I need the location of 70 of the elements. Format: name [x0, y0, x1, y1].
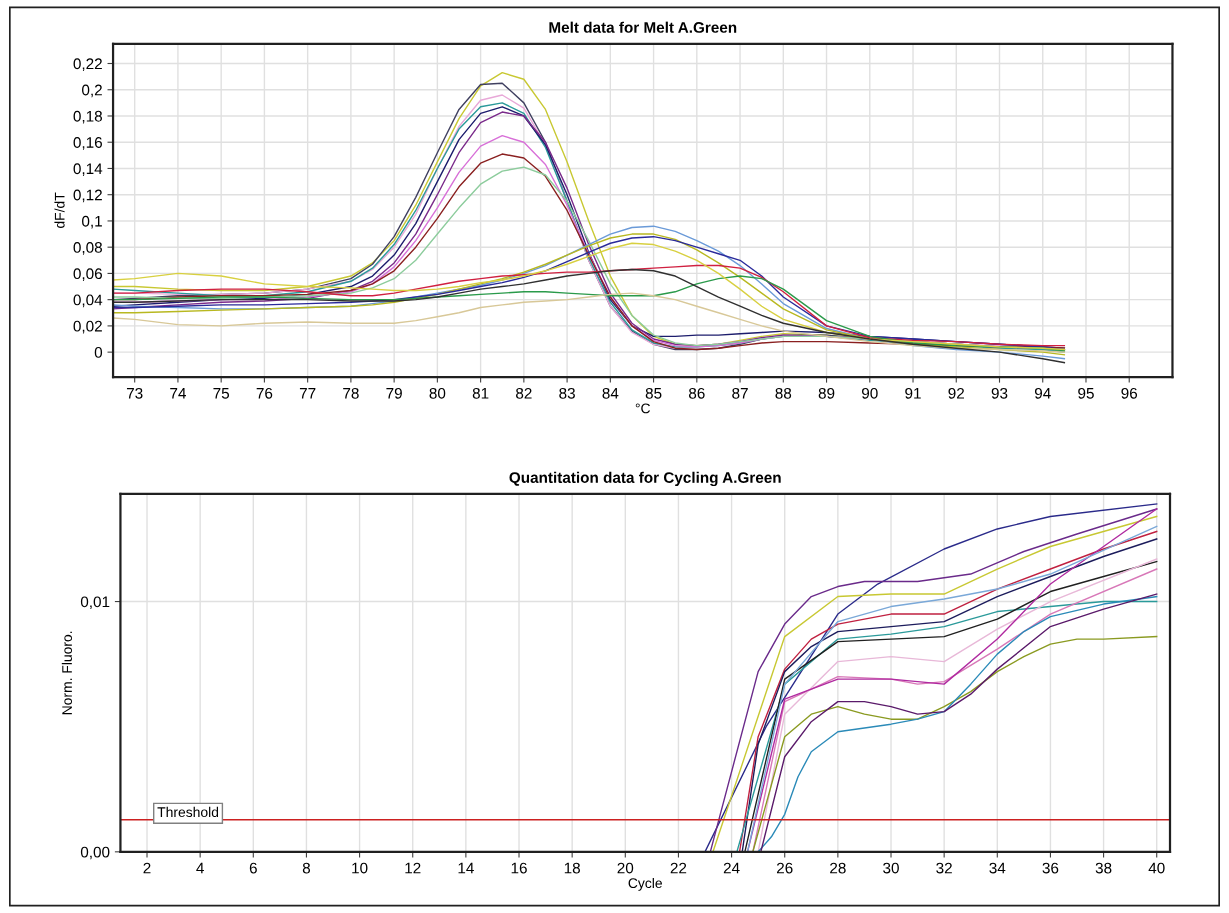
ref-line-label: Threshold	[157, 806, 219, 818]
y-axis-title: Norm. Fluoro.	[61, 631, 72, 715]
x-tick-label: 79	[386, 387, 402, 399]
x-tick-label: 10	[352, 862, 368, 874]
y-tick-label: 0,16	[73, 137, 102, 150]
y-tick-label: 0,08	[73, 242, 102, 255]
line-series	[113, 268, 1066, 364]
x-tick-label: 4	[196, 862, 204, 874]
y-tick-label: 0,04	[73, 294, 103, 308]
x-tick-label: 89	[818, 387, 835, 399]
x-tick-label: 32	[936, 862, 952, 874]
line-series	[113, 264, 1066, 347]
x-tick-label: 38	[1095, 862, 1112, 874]
line-series	[113, 275, 1066, 352]
x-tick-label: 86	[688, 387, 705, 399]
chart-title: Quantitation data for Cycling A.Green	[509, 471, 781, 487]
x-tick-label: 85	[645, 387, 662, 399]
y-tick-label: 0,14	[73, 163, 103, 176]
x-tick-label: 76	[256, 387, 273, 399]
x-tick-label: 81	[472, 387, 489, 399]
x-tick-label: 2	[143, 862, 151, 874]
y-tick-label: 0,12	[73, 189, 102, 203]
x-tick-label: 88	[775, 387, 792, 399]
x-tick-label: 75	[213, 388, 230, 399]
x-tick-label: 90	[862, 387, 878, 399]
y-tick-label: 0,00	[80, 846, 110, 860]
x-tick-label: 92	[948, 387, 964, 399]
x-tick-label: 16	[511, 862, 527, 874]
y-tick-label: 0	[94, 347, 103, 358]
x-axis-title: Cycle	[628, 877, 662, 891]
x-tick-label: 36	[1042, 862, 1059, 874]
x-tick-label: 74	[170, 388, 186, 399]
x-tick-label: 18	[564, 862, 580, 874]
x-tick-label: 87	[732, 387, 748, 399]
y-tick-label: 0,01	[80, 596, 110, 610]
x-tick-label: 24	[723, 862, 740, 874]
x-tick-label: 8	[302, 862, 311, 874]
y-tick-label: 0,22	[73, 58, 102, 71]
x-axis-title: °C	[635, 403, 651, 414]
x-tick-label: 6	[249, 862, 257, 874]
x-tick-label: 22	[670, 862, 687, 874]
line-series	[113, 292, 1066, 353]
x-tick-label: 82	[516, 387, 532, 399]
y-tick-label: 0,2	[82, 84, 102, 98]
y-tick-label: 0,06	[73, 268, 102, 281]
x-tick-label: 95	[1078, 387, 1094, 399]
x-tick-label: 83	[559, 387, 575, 399]
y-tick-label: 0,18	[73, 110, 102, 124]
line-series	[752, 635, 1158, 852]
x-tick-label: 26	[777, 862, 793, 874]
x-tick-label: 77	[299, 388, 316, 399]
y-axis-title: dF/dT	[54, 192, 65, 228]
x-tick-label: 20	[617, 862, 634, 874]
x-tick-label: 12	[405, 862, 421, 874]
chart-title: Melt data for Melt A.Green	[549, 21, 737, 33]
x-tick-label: 96	[1121, 387, 1138, 399]
x-tick-label: 91	[905, 387, 921, 399]
x-tick-label: 14	[458, 862, 474, 874]
x-tick-label: 73	[126, 387, 143, 399]
x-tick-label: 34	[989, 862, 1006, 874]
x-tick-label: 84	[602, 387, 619, 399]
x-tick-label: 93	[991, 387, 1008, 399]
x-tick-label: 40	[1148, 862, 1165, 874]
x-tick-label: 28	[830, 862, 846, 874]
y-tick-label: 0,02	[73, 320, 102, 334]
y-tick-label: 0,1	[82, 215, 102, 229]
x-tick-label: 30	[883, 862, 899, 874]
x-tick-label: 94	[1034, 387, 1051, 399]
x-tick-label: 78	[343, 387, 359, 399]
x-tick-label: 80	[429, 387, 446, 399]
